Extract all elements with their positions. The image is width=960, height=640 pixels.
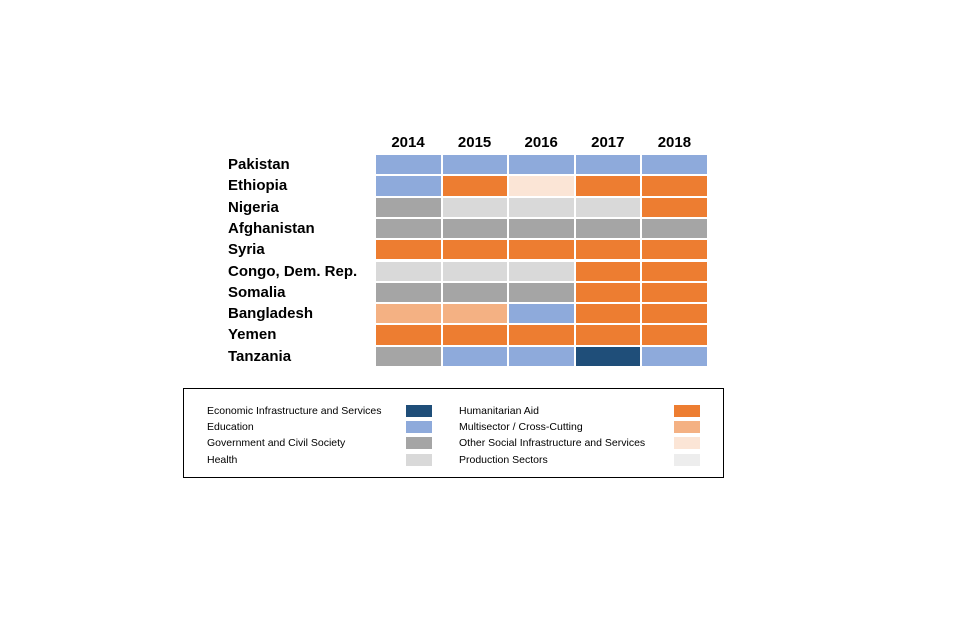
legend-swatch: [406, 421, 432, 433]
heatmap-cell-pakistan-2016: [508, 154, 575, 176]
legend-item-government-and-civil-society: Government and Civil Society: [207, 436, 434, 450]
heatmap-cell-syria-2017: [574, 239, 642, 261]
legend-item-production-sectors: Production Sectors: [459, 453, 702, 467]
country-label-afghanistan: Afghanistan: [228, 219, 315, 237]
heatmap-cell-tanzania-2018: [641, 345, 708, 367]
heatmap-cell-bangladesh-2016: [508, 303, 575, 325]
heatmap-cell-tanzania-2016: [508, 345, 575, 367]
heatmap-cell-syria-2016: [508, 239, 575, 261]
legend-item-multisector-cross-cutting: Multisector / Cross-Cutting: [459, 420, 702, 434]
heatmap-cell-nigeria-2015: [441, 196, 509, 218]
legend-swatch: [406, 454, 432, 466]
heatmap-cell-pakistan-2015: [441, 154, 509, 176]
heatmap-cell-yemen-2016: [508, 324, 575, 346]
heatmap-cell-somalia-2018: [641, 281, 708, 304]
country-label-ethiopia: Ethiopia: [228, 177, 288, 195]
legend-swatch: [406, 437, 432, 449]
legend-label: Multisector / Cross-Cutting: [459, 421, 583, 433]
country-label-congo-dem-rep: Congo, Dem. Rep.: [228, 262, 358, 280]
heatmap-cell-tanzania-2017: [574, 345, 642, 367]
legend-label: Health: [207, 454, 238, 466]
country-label-syria: Syria: [228, 241, 265, 259]
heatmap-cell-syria-2014: [375, 239, 442, 261]
heatmap-cell-congo-dem-rep-2016: [508, 260, 575, 282]
country-label-tanzania: Tanzania: [228, 347, 292, 365]
legend-label: Government and Civil Society: [207, 437, 346, 449]
heatmap-cell-congo-dem-rep-2017: [574, 260, 642, 282]
legend-item-humanitarian-aid: Humanitarian Aid: [459, 404, 702, 418]
legend-swatch: [674, 421, 700, 433]
heatmap-cell-ethiopia-2015: [441, 175, 509, 197]
heatmap-cell-tanzania-2014: [375, 345, 442, 367]
year-label-2018: 2018: [657, 134, 692, 151]
legend-item-economic-infrastructure-and-services: Economic Infrastructure and Services: [207, 404, 434, 418]
year-label-2017: 2017: [591, 134, 625, 151]
heatmap-cell-somalia-2017: [574, 281, 642, 304]
heatmap-cell-ethiopia-2014: [375, 175, 442, 197]
heatmap-cell-nigeria-2017: [574, 196, 642, 218]
heatmap-cell-somalia-2015: [441, 281, 509, 304]
heatmap-cell-nigeria-2014: [375, 196, 442, 218]
year-label-2015: 2015: [457, 134, 492, 151]
heatmap-cell-afghanistan-2015: [441, 217, 509, 240]
country-label-bangladesh: Bangladesh: [228, 305, 314, 323]
legend-label: Humanitarian Aid: [459, 405, 539, 417]
heatmap-cell-somalia-2016: [508, 281, 575, 304]
country-label-nigeria: Nigeria: [228, 198, 279, 216]
heatmap-cell-afghanistan-2018: [641, 217, 708, 240]
heatmap-cell-afghanistan-2014: [375, 217, 442, 240]
heatmap-cell-nigeria-2018: [641, 196, 708, 218]
legend-item-other-social-infrastructure-and-services: Other Social Infrastructure and Services: [459, 436, 702, 450]
heatmap-cell-ethiopia-2016: [508, 175, 575, 197]
country-label-somalia: Somalia: [228, 283, 286, 301]
heatmap-cell-yemen-2015: [441, 324, 509, 346]
legend-swatch: [674, 437, 700, 449]
heatmap-cell-bangladesh-2018: [641, 303, 708, 325]
heatmap-cell-syria-2015: [441, 239, 509, 261]
heatmap-cell-pakistan-2014: [375, 154, 442, 176]
heatmap-cell-afghanistan-2017: [574, 217, 642, 240]
legend-swatch: [674, 454, 700, 466]
year-label-2014: 2014: [391, 134, 425, 151]
heatmap-cell-congo-dem-rep-2015: [441, 260, 509, 282]
heatmap-cell-congo-dem-rep-2018: [641, 260, 708, 282]
legend-swatch: [674, 405, 700, 417]
legend-swatch: [406, 405, 432, 417]
heatmap-cell-bangladesh-2015: [441, 303, 509, 325]
heatmap-cell-yemen-2018: [641, 324, 708, 346]
heatmap-cell-yemen-2017: [574, 324, 642, 346]
heatmap-cell-pakistan-2018: [641, 154, 708, 176]
legend-item-education: Education: [207, 420, 434, 434]
legend-label: Other Social Infrastructure and Services: [459, 437, 646, 449]
legend-label: Economic Infrastructure and Services: [207, 405, 382, 417]
heatmap-cell-ethiopia-2017: [574, 175, 642, 197]
heatmap-cell-ethiopia-2018: [641, 175, 708, 197]
legend-label: Education: [207, 421, 254, 433]
heatmap-cell-congo-dem-rep-2014: [375, 260, 442, 282]
heatmap-cell-nigeria-2016: [508, 196, 575, 218]
chart-legend: Economic Infrastructure and Services Educ…: [183, 388, 724, 478]
legend-item-health: Health: [207, 453, 434, 467]
legend-label: Production Sectors: [459, 454, 548, 466]
heatmap-cell-bangladesh-2014: [375, 303, 442, 325]
heatmap-cell-somalia-2014: [375, 281, 442, 304]
heatmap-cell-syria-2018: [641, 239, 708, 261]
heatmap-cell-bangladesh-2017: [574, 303, 642, 325]
country-label-pakistan: Pakistan: [228, 156, 290, 173]
year-label-2016: 2016: [524, 134, 558, 151]
country-label-yemen: Yemen: [228, 326, 277, 344]
heatmap-cell-pakistan-2017: [574, 154, 642, 176]
heatmap-cell-afghanistan-2016: [508, 217, 575, 240]
heatmap-cell-tanzania-2015: [441, 345, 509, 367]
heatmap-cell-yemen-2014: [375, 324, 442, 346]
